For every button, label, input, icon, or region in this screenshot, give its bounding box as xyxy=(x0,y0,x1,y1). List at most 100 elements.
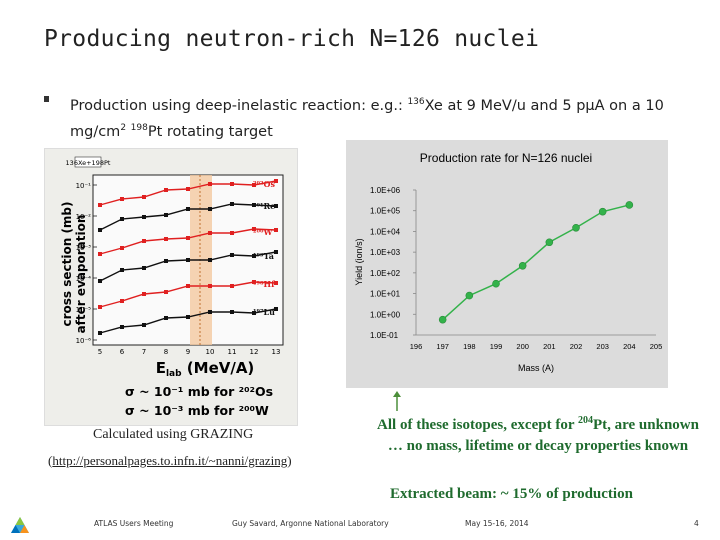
chart-ylabel: Yield (ion/s) xyxy=(354,238,364,285)
x-tick-label: 6 xyxy=(120,348,125,356)
production-rate-svg: Production rate for N=126 nuclei Yield (… xyxy=(354,151,663,373)
curve-marker xyxy=(120,299,124,303)
curve-marker xyxy=(274,228,278,232)
curve-marker xyxy=(186,258,190,262)
x-tick-label: 5 xyxy=(98,348,102,356)
curve-marker xyxy=(142,239,146,243)
curve-marker xyxy=(98,228,102,232)
ylabel-bottom: after evaporation xyxy=(74,215,88,334)
curve-marker xyxy=(142,215,146,219)
extracted-beam-text: Extracted beam: ~ 15% of production xyxy=(390,486,633,502)
x-tick-label: 7 xyxy=(142,348,146,356)
cross-section-figure: 136Xe+198Pt 10⁻¹ 10⁻² 10⁻³ 10⁻⁴ 10⁻⁵ 10⁻⁶ 5 6 7… xyxy=(44,148,298,426)
curve-marker xyxy=(230,231,234,235)
curve-marker xyxy=(120,246,124,250)
data-point xyxy=(438,315,447,324)
data-point xyxy=(465,291,474,300)
y-tick-label: 10⁻⁶ xyxy=(76,337,92,345)
curve-marker xyxy=(120,197,124,201)
curve-marker xyxy=(208,310,212,314)
x-tick-label: 198 xyxy=(463,342,476,351)
curve-marker xyxy=(186,284,190,288)
bullet-prefix: Production using deep-inelastic reaction… xyxy=(70,97,408,114)
y-tick-label: 1.0E+03 xyxy=(370,248,401,257)
series-line xyxy=(442,204,630,321)
curve-marker xyxy=(164,237,168,241)
curve-marker xyxy=(230,182,234,186)
argonne-logo-icon xyxy=(11,517,29,533)
up-arrow-icon xyxy=(393,391,401,411)
y-tick-label: 10⁻² xyxy=(76,213,92,221)
y-tick-label: 10⁻¹ xyxy=(76,182,92,190)
footer-date: May 15-16, 2014 xyxy=(465,519,529,528)
y-tick-label: 1.0E+01 xyxy=(370,290,401,299)
curve-marker xyxy=(230,310,234,314)
bullet-end: Pt rotating target xyxy=(147,123,273,140)
footer-presenter: Guy Savard, Argonne National Laboratory xyxy=(232,519,389,528)
curve-marker xyxy=(230,253,234,257)
ylabel-top: cross section (mb) xyxy=(60,201,74,326)
y-tick-label: 1.0E+06 xyxy=(370,186,401,195)
legend-w: σ ~ 10⁻³ mb for ²⁰⁰W xyxy=(125,403,269,418)
data-point xyxy=(492,279,500,288)
y-tick-label: 10⁻³ xyxy=(76,244,92,252)
curve-marker xyxy=(186,315,190,319)
y-tick-label: 1.0E+05 xyxy=(370,207,401,216)
data-point xyxy=(545,238,554,247)
bullet-text: Production using deep-inelastic reaction… xyxy=(70,91,690,143)
x-tick-label: 10 xyxy=(206,348,215,356)
x-tick-label: 202 xyxy=(570,342,583,351)
curve-marker xyxy=(230,202,234,206)
x-tick-label: 201 xyxy=(543,342,556,351)
curve-marker xyxy=(98,305,102,309)
calc-label: Calculated using GRAZING xyxy=(93,427,254,442)
curve-marker xyxy=(120,325,124,329)
curve-marker xyxy=(208,207,212,211)
production-rate-chart: Production rate for N=126 nuclei Yield (… xyxy=(346,140,668,388)
reaction-label: 136Xe+198Pt xyxy=(66,159,111,167)
isotope-label: ¹⁹⁹Ta xyxy=(253,251,274,261)
curve-marker xyxy=(142,292,146,296)
data-point xyxy=(518,261,527,270)
curve-marker xyxy=(274,250,278,254)
x-tick-label: 203 xyxy=(596,342,609,351)
curve-marker xyxy=(164,316,168,320)
bullet-mid: Xe at 9 MeV/u and 5 pμA on a 10 mg/cm xyxy=(70,97,664,140)
data-point xyxy=(598,207,607,216)
footer-meeting: ATLAS Users Meeting xyxy=(94,519,174,528)
y-tick-label: 1.0E+02 xyxy=(370,269,401,278)
curve-marker xyxy=(164,290,168,294)
curve-marker xyxy=(98,279,102,283)
curve-marker xyxy=(274,307,278,311)
bullet-marker xyxy=(44,96,49,102)
footer-page-number: 4 xyxy=(694,519,699,528)
isotope-label: ¹⁹⁷Lu xyxy=(253,307,275,317)
curve-marker xyxy=(186,187,190,191)
curve-marker xyxy=(186,207,190,211)
curve-marker xyxy=(120,217,124,221)
curve-marker xyxy=(274,281,278,285)
x-tick-label: 196 xyxy=(410,342,423,351)
x-tick-label: 197 xyxy=(436,342,449,351)
y-tick-label: 10⁻⁴ xyxy=(76,275,92,283)
data-point xyxy=(572,223,580,232)
slide-title: Producing neutron-rich N=126 nuclei xyxy=(44,26,540,52)
curve-marker xyxy=(208,182,212,186)
x-tick-label: 11 xyxy=(228,348,237,356)
grazing-link[interactable]: http://personalpages.to.infn.it/~nanni/g… xyxy=(52,453,288,468)
isotope-label: ¹⁹⁸Hf xyxy=(253,279,275,289)
x-tick-label: 200 xyxy=(516,342,529,351)
cross-section-plot: 136Xe+198Pt 10⁻¹ 10⁻² 10⁻³ 10⁻⁴ 10⁻⁵ 10⁻⁶ 5 6 7… xyxy=(60,156,284,418)
y-tick-label: 1.0E-01 xyxy=(370,331,399,340)
x-tick-label: 8 xyxy=(164,348,168,356)
curve-marker xyxy=(252,311,256,315)
x-tick-label: 13 xyxy=(272,348,281,356)
curve-marker xyxy=(164,188,168,192)
xe-mass-number: 136 xyxy=(407,97,425,107)
x-tick-label: 205 xyxy=(650,342,663,351)
x-tick-label: 204 xyxy=(623,342,636,351)
curve-marker xyxy=(230,284,234,288)
area-exponent: 2 xyxy=(120,122,127,133)
curve-marker xyxy=(98,252,102,256)
isotopes-note: All of these isotopes, except for 204Pt,… xyxy=(377,415,699,454)
